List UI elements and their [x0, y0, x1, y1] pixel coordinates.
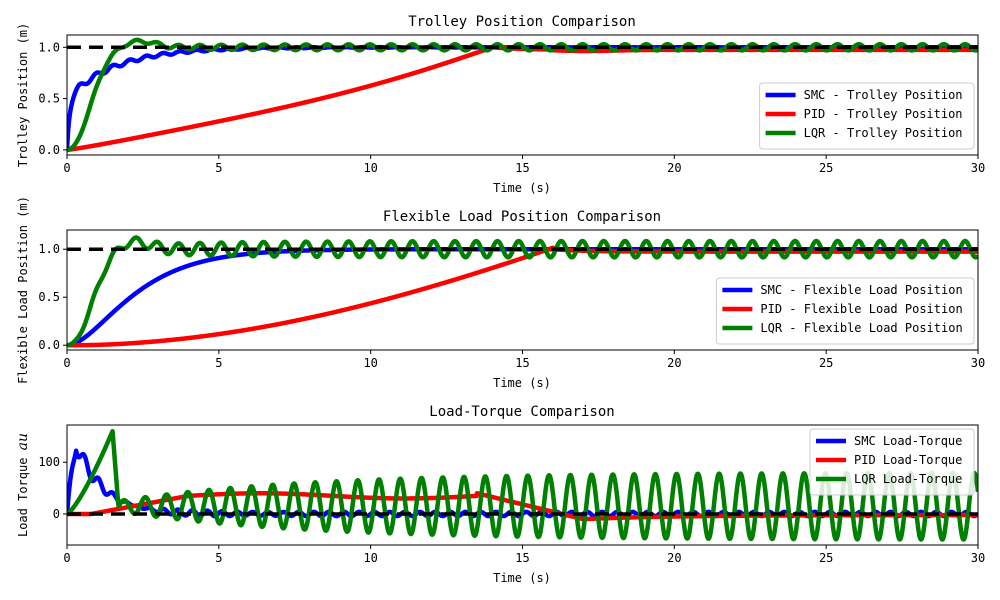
- legend-label: LQR - Trolley Position: [804, 126, 963, 140]
- y-tick-label: 0: [53, 507, 60, 521]
- x-axis-label: Time (s): [493, 571, 551, 585]
- y-axis-label-text: Load Torque: [16, 450, 30, 537]
- y-axis-label: Trolley Position (m): [16, 23, 30, 168]
- y-axis-label: Load Torque au: [15, 433, 31, 537]
- series-line-pid: [67, 245, 978, 348]
- x-tick-label: 15: [515, 551, 529, 565]
- x-tick-label: 30: [971, 161, 985, 175]
- x-tick-label: 5: [215, 551, 222, 565]
- y-axis-label-math: au: [15, 433, 31, 450]
- x-axis-label: Time (s): [493, 376, 551, 390]
- plot-area: 0 5 10 15 20 25 30 0.0 0.5 1.0 SMC - Trolley Posit…: [38, 34, 985, 175]
- y-tick-label: 0.0: [38, 143, 60, 157]
- x-tick-label: 30: [971, 551, 985, 565]
- x-tick-label: 15: [515, 161, 529, 175]
- x-tick-label: 0: [63, 161, 70, 175]
- legend: SMC Load-Torque PID Load-Torque LQR Load-T…: [809, 428, 975, 496]
- x-tick-label: 0: [63, 551, 70, 565]
- y-tick-label: 0.5: [38, 92, 60, 106]
- load-torque-chart: Load-Torque Comparison Load Torque au Ti…: [15, 404, 985, 585]
- legend-label: PID Load-Torque: [854, 453, 962, 467]
- y-tick-label: 0.5: [38, 290, 60, 304]
- x-tick-label: 15: [515, 356, 529, 370]
- x-tick-label: 10: [363, 356, 377, 370]
- y-tick-label: 0.0: [38, 338, 60, 352]
- legend-label: PID - Trolley Position: [804, 107, 963, 121]
- x-tick-label: 25: [819, 356, 833, 370]
- series-line-lqr: [67, 37, 978, 153]
- x-tick-label: 30: [971, 356, 985, 370]
- legend-label: LQR - Flexible Load Position: [760, 321, 962, 335]
- x-tick-label: 20: [667, 551, 681, 565]
- y-tick-label: 1.0: [38, 242, 60, 256]
- series-group: [67, 235, 978, 348]
- x-tick-label: 20: [667, 356, 681, 370]
- x-tick-label: 10: [363, 161, 377, 175]
- series-group: [67, 37, 978, 153]
- legend: SMC - Flexible Load Position PID - Flexib…: [715, 277, 975, 345]
- chart-title: Trolley Position Comparison: [408, 14, 636, 30]
- x-tick-label: 0: [63, 356, 70, 370]
- trolley-chart: Trolley Position Comparison Trolley Posi…: [16, 14, 985, 195]
- series-line-lqr: [67, 235, 978, 348]
- legend-label: SMC - Trolley Position: [804, 88, 963, 102]
- legend-label: SMC - Flexible Load Position: [760, 283, 962, 297]
- plot-area: 0 5 10 15 20 25 30 0.0 0.5 1.0 SMC - Flexible Load…: [38, 229, 985, 370]
- y-tick-label: 1.0: [38, 40, 60, 54]
- x-tick-label: 25: [819, 161, 833, 175]
- y-axis-label: Flexible Load Position (m): [16, 196, 30, 384]
- legend-label: SMC Load-Torque: [854, 434, 962, 448]
- x-tick-label: 20: [667, 161, 681, 175]
- chart-title: Load-Torque Comparison: [429, 404, 614, 420]
- chart-title: Flexible Load Position Comparison: [383, 209, 661, 225]
- x-tick-label: 5: [215, 161, 222, 175]
- y-tick-label: 100: [38, 455, 60, 469]
- x-tick-label: 5: [215, 356, 222, 370]
- legend-label: PID - Flexible Load Position: [760, 302, 962, 316]
- x-tick-label: 10: [363, 551, 377, 565]
- flexible-load-chart: Flexible Load Position Comparison Flexib…: [16, 196, 985, 390]
- legend: SMC - Trolley Position PID - Trolley Posi…: [759, 82, 975, 150]
- plot-area: 0 5 10 15 20 25 30 0 100 SMC Load-Torque PID Load-…: [38, 424, 985, 565]
- legend-label: LQR Load-Torque: [854, 472, 962, 486]
- x-tick-label: 25: [819, 551, 833, 565]
- x-axis-label: Time (s): [493, 181, 551, 195]
